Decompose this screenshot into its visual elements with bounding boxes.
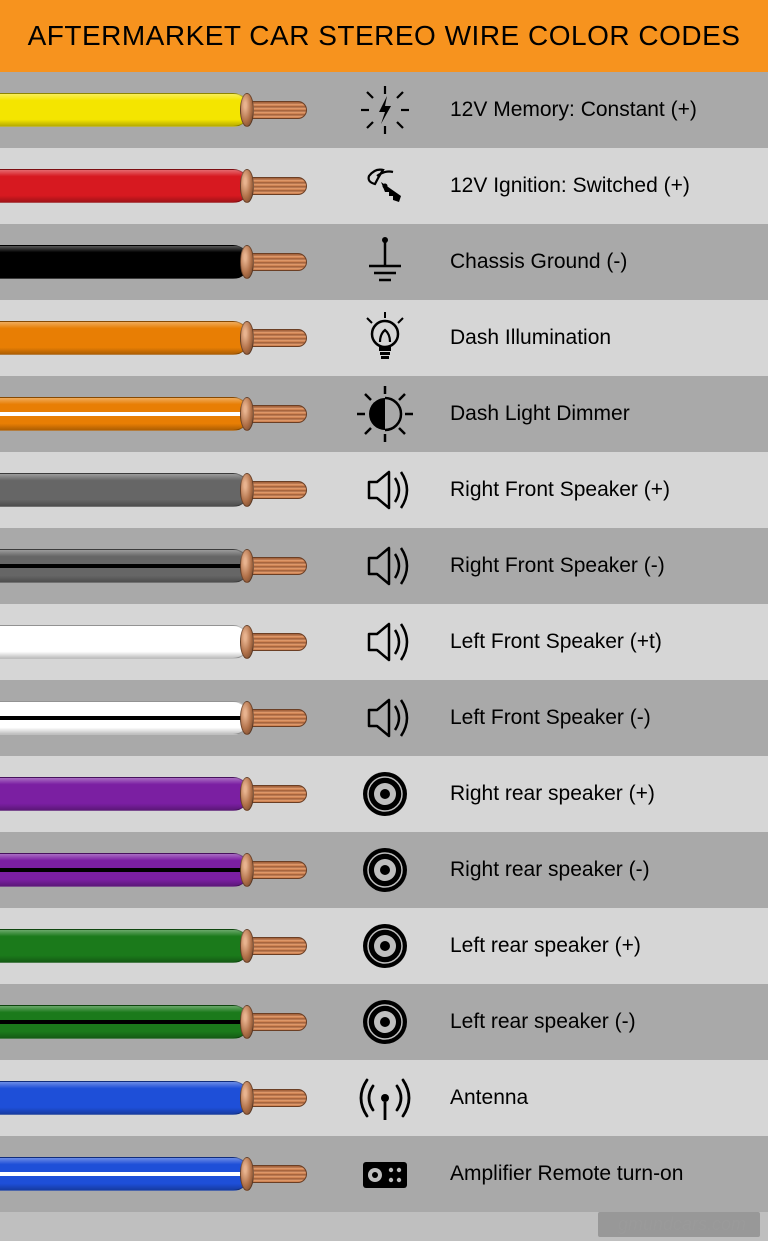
- ground-icon: [330, 224, 440, 300]
- spk-side-icon: [330, 452, 440, 528]
- amp-icon: [330, 1136, 440, 1212]
- wire-label: Dash Illumination: [440, 300, 768, 376]
- spk-front-icon: [330, 756, 440, 832]
- wire-label: Left Front Speaker (-): [440, 680, 768, 756]
- page-title: AFTERMARKET CAR STEREO WIRE COLOR CODES: [0, 0, 768, 72]
- wire-label: Right rear speaker (-): [440, 832, 768, 908]
- wire-graphic: [0, 300, 330, 376]
- wire-row: Left rear speaker (+): [0, 908, 768, 984]
- wire-label: Right rear speaker (+): [440, 756, 768, 832]
- wire-row: 12V Memory: Constant (+): [0, 72, 768, 148]
- wire-label: Left rear speaker (-): [440, 984, 768, 1060]
- wire-table: 12V Memory: Constant (+)12V Ignition: Sw…: [0, 72, 768, 1212]
- wire-label: 12V Memory: Constant (+): [440, 72, 768, 148]
- wire-row: 12V Ignition: Switched (+): [0, 148, 768, 224]
- wire-label: Right Front Speaker (-): [440, 528, 768, 604]
- wire-row: Left rear speaker (-): [0, 984, 768, 1060]
- wire-row: Right Front Speaker (+): [0, 452, 768, 528]
- wire-label: Left Front Speaker (+t): [440, 604, 768, 680]
- wire-graphic: [0, 1060, 330, 1136]
- wire-row: Dash Illumination: [0, 300, 768, 376]
- wire-graphic: [0, 604, 330, 680]
- wire-row: Chassis Ground (-): [0, 224, 768, 300]
- wire-graphic: [0, 224, 330, 300]
- wire-label: Dash Light Dimmer: [440, 376, 768, 452]
- wire-row: Right Front Speaker (-): [0, 528, 768, 604]
- wire-label: Antenna: [440, 1060, 768, 1136]
- wire-row: Right rear speaker (+): [0, 756, 768, 832]
- antenna-icon: [330, 1060, 440, 1136]
- wire-graphic: [0, 72, 330, 148]
- spk-side-icon: [330, 680, 440, 756]
- wire-row: Left Front Speaker (+t): [0, 604, 768, 680]
- spk-side-icon: [330, 604, 440, 680]
- wire-graphic: [0, 1136, 330, 1212]
- spk-front-icon: [330, 908, 440, 984]
- wire-graphic: [0, 984, 330, 1060]
- wire-graphic: [0, 756, 330, 832]
- wire-label: 12V Ignition: Switched (+): [440, 148, 768, 224]
- wire-row: Left Front Speaker (-): [0, 680, 768, 756]
- wire-graphic: [0, 680, 330, 756]
- dimmer-icon: [330, 376, 440, 452]
- wire-label: Left rear speaker (+): [440, 908, 768, 984]
- wire-label: Amplifier Remote turn-on: [440, 1136, 768, 1212]
- spk-front-icon: [330, 832, 440, 908]
- title-text: AFTERMARKET CAR STEREO WIRE COLOR CODES: [28, 20, 741, 52]
- wire-graphic: [0, 148, 330, 224]
- wire-label: Right Front Speaker (+): [440, 452, 768, 528]
- wire-row: Amplifier Remote turn-on: [0, 1136, 768, 1212]
- wire-graphic: [0, 528, 330, 604]
- wire-row: Right rear speaker (-): [0, 832, 768, 908]
- wire-row: Dash Light Dimmer: [0, 376, 768, 452]
- wire-row: Antenna: [0, 1060, 768, 1136]
- wire-graphic: [0, 376, 330, 452]
- watermark: gmundcars.com: [598, 1212, 760, 1237]
- wire-graphic: [0, 832, 330, 908]
- bulb-icon: [330, 300, 440, 376]
- wire-label: Chassis Ground (-): [440, 224, 768, 300]
- bolt-icon: [330, 72, 440, 148]
- wire-graphic: [0, 452, 330, 528]
- key-icon: [330, 148, 440, 224]
- spk-front-icon: [330, 984, 440, 1060]
- wire-graphic: [0, 908, 330, 984]
- spk-side-icon: [330, 528, 440, 604]
